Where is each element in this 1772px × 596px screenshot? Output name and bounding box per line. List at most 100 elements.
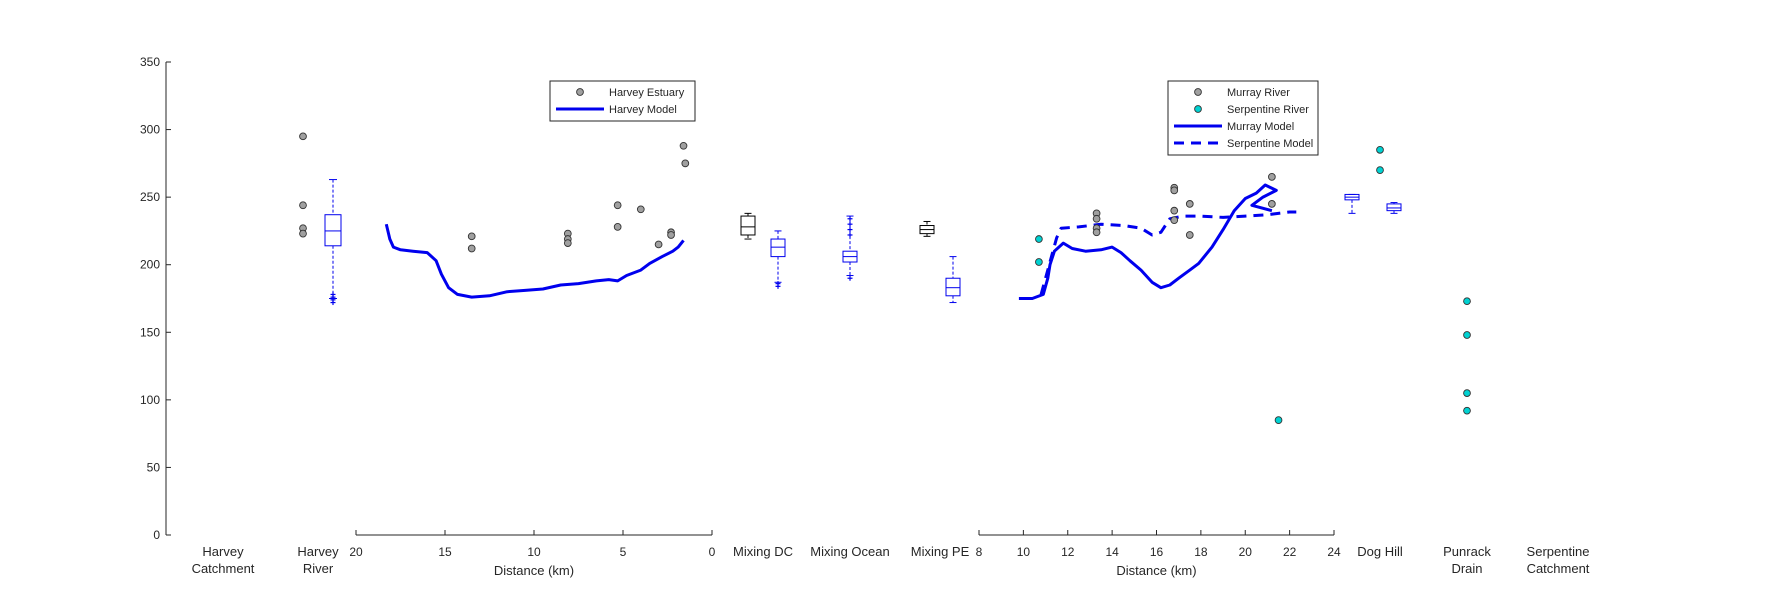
category-label: Mixing PE xyxy=(911,544,970,559)
legend-label: Murray Model xyxy=(1227,121,1294,133)
category-label: Harvey xyxy=(202,544,244,559)
harvey-estuary-point xyxy=(613,223,622,231)
x-tick-label: 0 xyxy=(709,545,716,559)
legend-label: Murray River xyxy=(1227,87,1290,99)
x-tick-label: 16 xyxy=(1150,545,1164,559)
murray-river-point xyxy=(1170,216,1179,224)
serpentine-river-point xyxy=(1035,258,1043,266)
category-label: Mixing Ocean xyxy=(810,544,889,559)
boxplot-box xyxy=(770,238,786,258)
murray-river-point xyxy=(1268,200,1276,208)
boxplot xyxy=(919,220,935,237)
category-observation-point xyxy=(1463,331,1471,339)
x-tick-label: 5 xyxy=(620,545,627,559)
x-tick-label: 15 xyxy=(438,545,452,559)
boxplot-box xyxy=(740,215,756,236)
category-label: Mixing DC xyxy=(733,544,793,559)
legend-marker xyxy=(576,88,584,96)
y-tick-label: 350 xyxy=(140,55,160,69)
serpentine-river-point xyxy=(1035,235,1043,243)
murray-river-point xyxy=(1268,173,1276,181)
boxplot xyxy=(945,256,961,304)
murray-river-point xyxy=(1092,214,1101,223)
harvey-estuary-point xyxy=(654,240,663,249)
murray-river-point xyxy=(1092,228,1101,237)
harvey-model-line xyxy=(384,223,685,299)
harvey-estuary-point xyxy=(467,244,476,253)
x-tick-label: 24 xyxy=(1327,545,1341,559)
harvey-estuary-point xyxy=(681,159,690,168)
category-label: Punrack xyxy=(1443,544,1491,559)
x-axis-label: Distance (km) xyxy=(1116,563,1196,578)
category-observation-point xyxy=(299,229,307,238)
x-tick-label: 18 xyxy=(1194,545,1208,559)
harvey-estuary-point xyxy=(467,232,476,241)
x-tick-label: 12 xyxy=(1061,545,1075,559)
category-label-line2: Catchment xyxy=(1527,561,1590,576)
legend-marker xyxy=(1194,88,1202,96)
x-tick-label: 8 xyxy=(976,545,983,559)
category-observation-point xyxy=(299,132,307,141)
category-label: Serpentine xyxy=(1527,544,1590,559)
boxplot-box xyxy=(324,214,342,247)
y-tick-label: 300 xyxy=(140,123,160,137)
y-tick-label: 150 xyxy=(140,325,160,339)
harvey-estuary-point xyxy=(563,239,572,247)
legend-label: Serpentine Model xyxy=(1227,138,1313,150)
y-axis: 0 50 100 150 200 250 300 350 xyxy=(140,55,171,542)
harvey-estuary-point xyxy=(613,201,622,210)
murray-x-axis: 8 10 12 14 16 18 20 22 24 Distance (km) xyxy=(976,530,1341,578)
legend-label: Harvey Estuary xyxy=(609,87,685,99)
legend-label: Harvey Model xyxy=(609,104,677,116)
category-observation-point xyxy=(1376,145,1384,154)
category-observation-point xyxy=(1463,406,1471,415)
boxplot xyxy=(1344,193,1360,214)
x-tick-label: 20 xyxy=(1239,545,1253,559)
boxplot xyxy=(740,212,756,240)
x-tick-label: 10 xyxy=(527,545,541,559)
y-tick-label: 50 xyxy=(147,460,161,474)
x-tick-label: 14 xyxy=(1105,545,1119,559)
boxplot xyxy=(324,179,342,299)
harvey-estuary-point xyxy=(679,141,688,150)
murray-river-point xyxy=(1170,186,1179,195)
category-label: Harvey xyxy=(297,544,339,559)
category-label-line2: Catchment xyxy=(192,561,255,576)
legend-box xyxy=(549,80,696,122)
x-tick-label: 22 xyxy=(1283,545,1297,559)
category-labels: Harvey Catchment Harvey River Mixing DC Mixin… xyxy=(192,544,1590,576)
category-observation-point xyxy=(299,201,307,210)
harvey-legend: Harvey Estuary Harvey Model xyxy=(549,80,696,122)
murray-river-point xyxy=(1185,200,1194,208)
murray-legend: Murray River Serpentine River Murray Model… xyxy=(1167,80,1319,156)
murray-model-line xyxy=(1018,183,1278,300)
category-label: Dog Hill xyxy=(1357,544,1403,559)
x-axis-label: Distance (km) xyxy=(494,563,574,578)
x-tick-label: 10 xyxy=(1017,545,1031,559)
y-tick-label: 100 xyxy=(140,393,160,407)
category-label-line2: River xyxy=(303,561,334,576)
legend-label: Serpentine River xyxy=(1227,104,1309,116)
y-tick-label: 250 xyxy=(140,190,160,204)
category-observation-point xyxy=(1463,389,1471,397)
harvey-estuary-point xyxy=(636,205,645,214)
boxplot-box xyxy=(1386,203,1402,212)
category-observation-point xyxy=(1376,166,1384,174)
murray-river-point xyxy=(1170,206,1179,215)
y-tick-label: 200 xyxy=(140,258,160,272)
y-tick-label: 0 xyxy=(153,528,160,542)
category-observation-point xyxy=(1463,297,1471,306)
boxplot xyxy=(1386,202,1402,214)
harvey-estuary-point xyxy=(667,231,675,239)
category-label-line2: Drain xyxy=(1451,561,1482,576)
x-tick-label: 20 xyxy=(349,545,363,559)
boxplot xyxy=(770,230,786,283)
harvey-x-axis: 20 15 10 5 0 Distance (km) xyxy=(349,530,716,578)
serpentine-river-point xyxy=(1274,416,1283,424)
boxplot-box xyxy=(945,277,961,297)
legend-marker xyxy=(1194,105,1202,113)
murray-river-point xyxy=(1185,231,1194,239)
serpentine-model-line xyxy=(1039,210,1297,295)
